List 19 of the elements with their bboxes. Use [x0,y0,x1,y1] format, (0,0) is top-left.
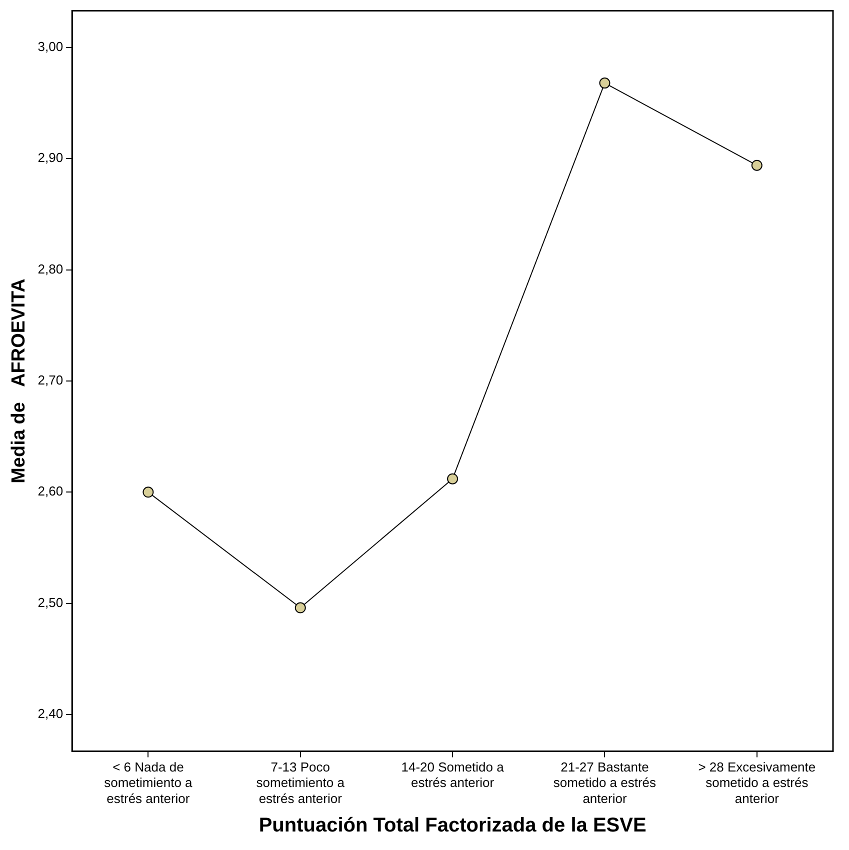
point [447,473,458,484]
x-axis-title: Puntuación Total Factorizada de la ESVE [258,814,646,837]
point [142,486,154,498]
y-tick-label: 2,60 [38,484,64,499]
y-tick-label: 2,70 [38,372,64,388]
y-tick-label: 2,90 [38,150,64,166]
y-tick-label: 2,40 [38,706,64,722]
point [751,160,762,171]
x-tick-label: < 6 Nada de sometimiento a estrés anterior [104,760,194,806]
x-tick-label: 7-13 Poco sometimiento a estrés anterior [256,760,346,806]
y-tick-label: 2,50 [38,594,64,610]
x-tick-label: > 28 Excesivamente sometido a estrés anterior [698,760,816,806]
x-tick-label: 14-20 Sometido a estrés anterior [401,760,505,790]
point [599,78,610,89]
y-tick-label: 2,80 [38,261,64,276]
x-tick-label: 21-27 Bastante sometido a estrés anterior [553,760,657,806]
y-tick-label: 3,00 [38,39,64,54]
y-axis-title: Media de AFROEVITA [8,278,30,484]
point [294,602,306,614]
